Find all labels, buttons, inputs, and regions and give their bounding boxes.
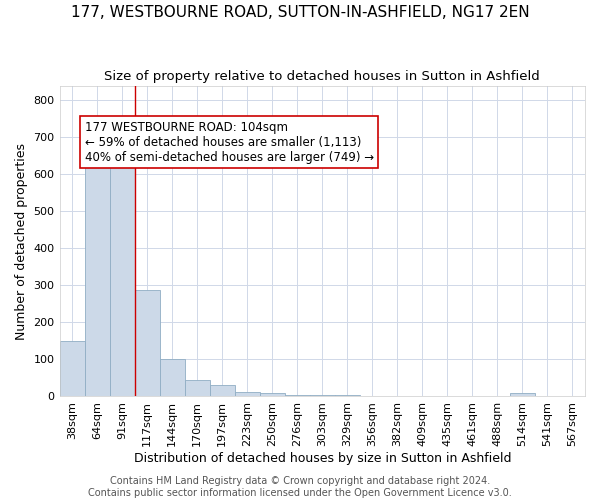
Bar: [260, 393, 285, 396]
Title: Size of property relative to detached houses in Sutton in Ashfield: Size of property relative to detached ho…: [104, 70, 540, 83]
Bar: [310, 394, 335, 396]
Text: 177 WESTBOURNE ROAD: 104sqm
← 59% of detached houses are smaller (1,113)
40% of : 177 WESTBOURNE ROAD: 104sqm ← 59% of det…: [85, 120, 374, 164]
Bar: [209, 385, 235, 396]
Bar: [510, 393, 535, 396]
Bar: [335, 394, 360, 396]
Bar: [110, 164, 134, 396]
Bar: [285, 394, 310, 396]
Y-axis label: Number of detached properties: Number of detached properties: [15, 142, 28, 340]
Bar: [185, 380, 209, 396]
Bar: [134, 290, 160, 397]
Text: Contains HM Land Registry data © Crown copyright and database right 2024.
Contai: Contains HM Land Registry data © Crown c…: [88, 476, 512, 498]
Bar: [59, 341, 85, 396]
Bar: [85, 162, 110, 396]
Bar: [160, 358, 185, 397]
Text: 177, WESTBOURNE ROAD, SUTTON-IN-ASHFIELD, NG17 2EN: 177, WESTBOURNE ROAD, SUTTON-IN-ASHFIELD…: [71, 5, 529, 20]
Bar: [235, 392, 260, 396]
X-axis label: Distribution of detached houses by size in Sutton in Ashfield: Distribution of detached houses by size …: [134, 452, 511, 465]
